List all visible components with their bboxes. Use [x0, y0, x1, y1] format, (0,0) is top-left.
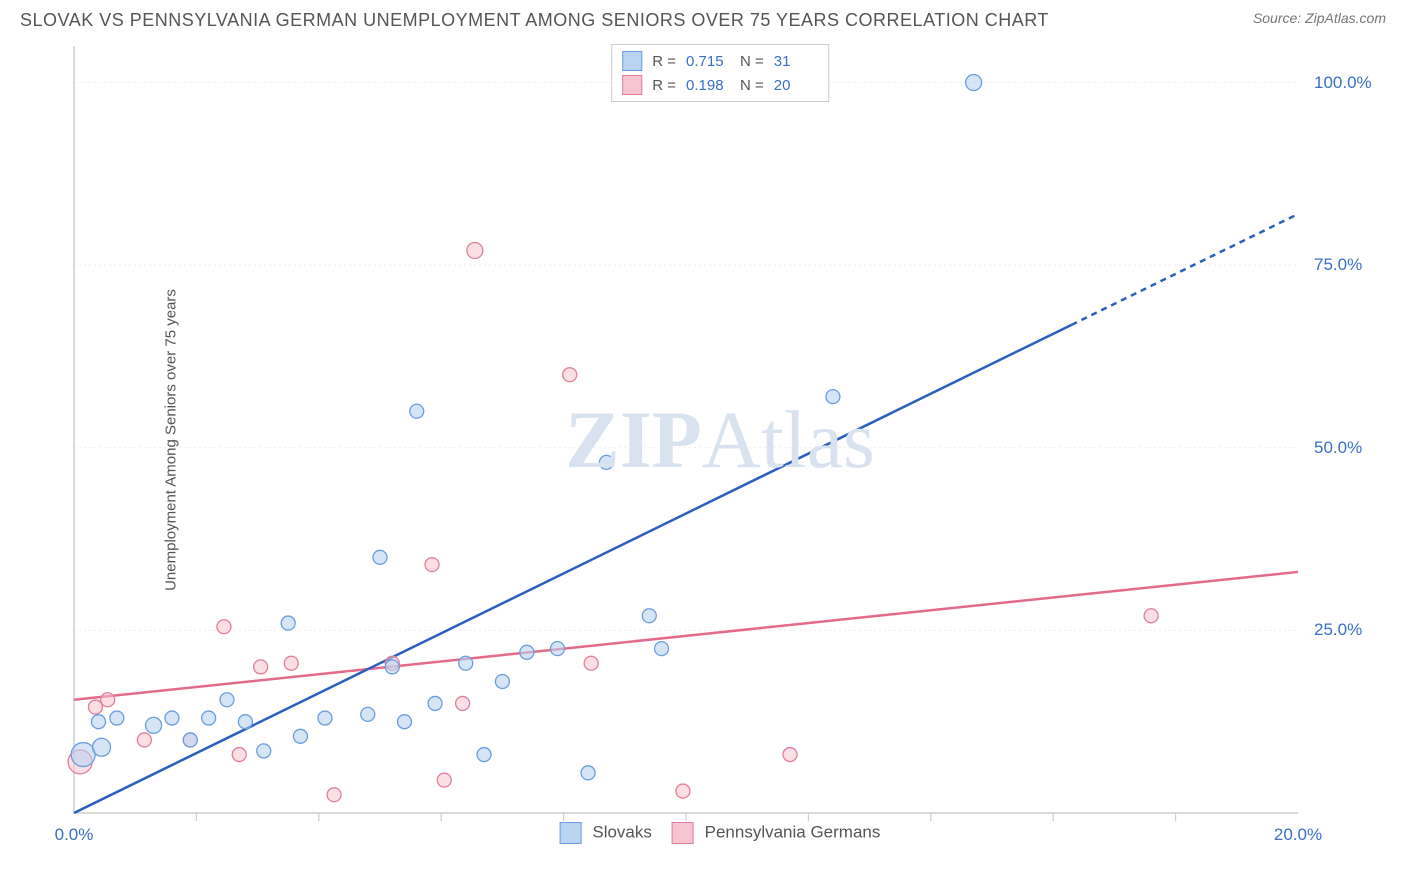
legend-label-slovaks: Slovaks [592, 822, 652, 841]
correlation-legend: R = 0.715 N = 31 R = 0.198 N = 20 [611, 44, 829, 102]
legend-row-germans: R = 0.198 N = 20 [622, 73, 818, 97]
legend-row-slovaks: R = 0.715 N = 31 [622, 49, 818, 73]
y-tick-label: 75.0% [1314, 255, 1362, 275]
legend-item-slovaks: Slovaks [560, 822, 652, 844]
x-tick-label: 0.0% [55, 825, 94, 845]
r-label: R = [652, 77, 676, 94]
legend-item-germans: Pennsylvania Germans [672, 822, 881, 844]
r-value-germans: 0.198 [686, 77, 730, 94]
n-label: N = [740, 77, 764, 94]
chart-container: Unemployment Among Seniors over 75 years… [50, 40, 1390, 840]
r-value-slovaks: 0.715 [686, 53, 730, 70]
scatter-plot [50, 40, 1370, 840]
y-tick-label: 25.0% [1314, 620, 1362, 640]
y-axis-label: Unemployment Among Seniors over 75 years [162, 289, 179, 591]
y-tick-label: 50.0% [1314, 438, 1362, 458]
r-label: R = [652, 53, 676, 70]
series-legend: Slovaks Pennsylvania Germans [560, 822, 881, 844]
legend-label-germans: Pennsylvania Germans [705, 822, 881, 841]
n-value-germans: 20 [774, 77, 818, 94]
source-label: Source: ZipAtlas.com [1253, 10, 1386, 26]
x-tick-label: 20.0% [1274, 825, 1322, 845]
legend-swatch-germans-bottom [672, 822, 694, 844]
chart-title: SLOVAK VS PENNSYLVANIA GERMAN UNEMPLOYME… [20, 10, 1049, 31]
y-tick-label: 100.0% [1314, 73, 1372, 93]
legend-swatch-slovaks-bottom [560, 822, 582, 844]
legend-swatch-slovaks [622, 51, 642, 71]
n-label: N = [740, 53, 764, 70]
legend-swatch-germans [622, 75, 642, 95]
n-value-slovaks: 31 [774, 53, 818, 70]
